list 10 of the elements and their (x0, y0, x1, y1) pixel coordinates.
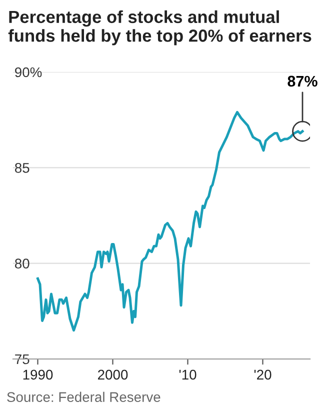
y-tick-label: 80 (14, 258, 30, 269)
x-tick-label: 2000 (98, 370, 128, 380)
chart-title: Percentage of stocks and mutual funds held by the top 20% of earners (8, 10, 312, 46)
x-tick-label: 1990 (23, 370, 53, 380)
y-tick-label: 90% (15, 67, 42, 78)
x-tick-label: '20 (254, 370, 272, 380)
y-tick-label: 85 (14, 163, 30, 173)
x-tick-label: '10 (179, 370, 196, 380)
source-note: Source: Federal Reserve (7, 392, 160, 402)
annotation: 87% (288, 76, 318, 87)
